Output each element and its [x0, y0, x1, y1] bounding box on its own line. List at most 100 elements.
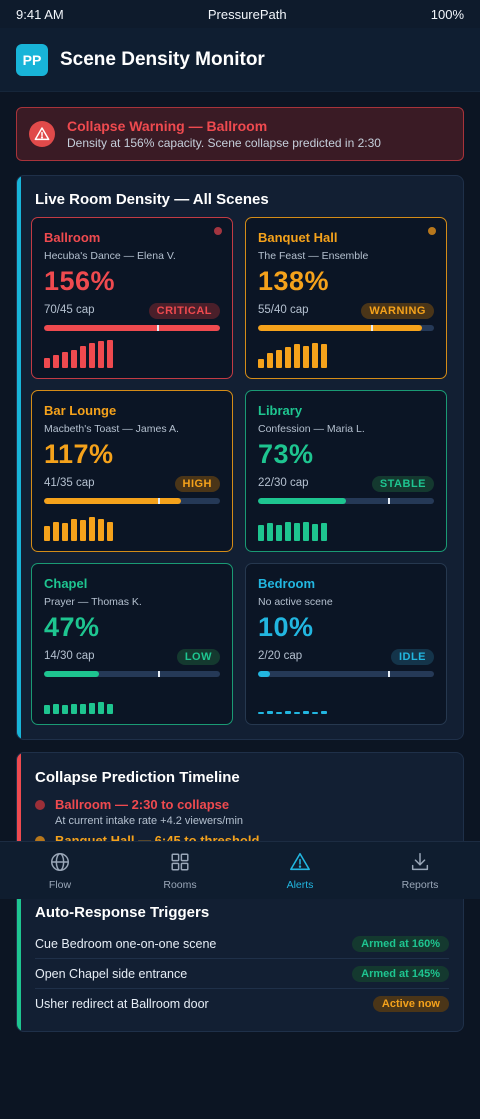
status-badge: LOW: [176, 649, 220, 665]
trigger-row[interactable]: Open Chapel side entrance Armed at 145%: [35, 959, 449, 989]
sparkline-bar: [294, 344, 300, 368]
density-progress-fill: [258, 498, 346, 504]
sparkline-bar: [44, 526, 50, 541]
sparkline-bar: [258, 711, 264, 714]
bottom-tab-bar: Flow Rooms Alerts Reports: [0, 841, 480, 899]
density-progress-bar: [258, 325, 434, 331]
room-card-bedroom[interactable]: Bedroom No active scene 10% 2/20 cap IDLE: [245, 563, 447, 725]
tab-label: Flow: [48, 878, 72, 891]
density-progress-bar: [44, 498, 220, 504]
sparkline-bar: [107, 339, 113, 368]
sparkline-bar: [53, 354, 59, 368]
room-scene: Macbeth's Toast — James A.: [44, 423, 179, 435]
sparkline-bar: [80, 703, 86, 714]
room-card-bar-lounge[interactable]: Bar Lounge Macbeth's Toast — James A. 117%…: [31, 390, 233, 552]
sparkline-bar: [107, 703, 113, 714]
collapse-warning-alert[interactable]: Collapse Warning — Ballroom Density at 1…: [16, 107, 464, 161]
density-sparkline: [44, 682, 113, 714]
room-capacity: 55/40 cap: [258, 304, 309, 316]
download-icon: [411, 852, 429, 870]
sparkline-bar: [53, 521, 59, 541]
room-name: Chapel: [44, 576, 88, 591]
triggers-panel-title: Auto-Response Triggers: [35, 904, 210, 921]
density-progress-bar: [44, 325, 220, 331]
room-card-chapel[interactable]: Chapel Prayer — Thomas K. 47% 14/30 cap LOW: [31, 563, 233, 725]
trigger-label: Cue Bedroom one-on-one scene: [35, 936, 217, 951]
capacity-threshold-marker: [156, 325, 159, 331]
status-app-name: PressurePath: [207, 6, 287, 22]
room-density-percent: 156%: [44, 266, 116, 296]
timeline-dot: [35, 800, 45, 810]
sparkline-bar: [312, 342, 318, 368]
capacity-threshold-marker: [370, 325, 373, 331]
room-capacity: 2/20 cap: [258, 650, 303, 662]
sparkline-bar: [285, 347, 291, 368]
trigger-label: Usher redirect at Ballroom door: [35, 997, 209, 1011]
density-sparkline: [44, 509, 113, 541]
status-badge: STABLE: [371, 476, 434, 492]
alert-title: Collapse Warning — Ballroom: [67, 118, 268, 134]
density-sparkline: [258, 682, 327, 714]
trigger-row[interactable]: Usher redirect at Ballroom door Active n…: [35, 989, 449, 1019]
density-progress-fill: [258, 671, 271, 677]
timeline-title: Ballroom — 2:30 to collapse: [55, 797, 230, 812]
app-header: PP Scene Density Monitor: [0, 28, 480, 92]
status-badge: HIGH: [174, 476, 220, 492]
globe-icon: [51, 852, 69, 871]
tab-alerts[interactable]: Alerts: [240, 842, 360, 899]
sparkline-bar: [98, 341, 104, 368]
status-time: 9:41 AM: [16, 6, 64, 22]
room-name: Banquet Hall: [258, 230, 338, 245]
tab-flow[interactable]: Flow: [0, 842, 120, 899]
density-progress-fill: [44, 498, 182, 504]
density-progress-bar: [258, 498, 434, 504]
room-scene: The Feast — Ensemble: [258, 250, 369, 262]
sparkline-bar: [71, 703, 77, 714]
tab-rooms[interactable]: Rooms: [120, 842, 240, 899]
room-grid: Ballroom Hecuba's Dance — Elena V. 156% 70/…: [31, 217, 449, 725]
app-logo: PP: [16, 43, 48, 76]
sparkline-bar: [98, 518, 104, 541]
capacity-threshold-marker: [388, 671, 391, 677]
room-name: Library: [258, 403, 303, 418]
room-card-ballroom[interactable]: Ballroom Hecuba's Dance — Elena V. 156% 70/…: [31, 217, 233, 379]
capacity-threshold-marker: [388, 498, 391, 504]
room-card-library[interactable]: Library Confession — Maria L. 73% 22/30 cap…: [245, 390, 447, 552]
room-name: Bedroom: [258, 576, 316, 591]
sparkline-bar: [276, 711, 282, 714]
tab-label: Reports: [401, 878, 439, 891]
room-capacity: 41/35 cap: [44, 477, 95, 489]
live-indicator-dot: [428, 227, 436, 235]
tab-reports[interactable]: Reports: [360, 842, 480, 899]
sparkline-bar: [98, 702, 104, 714]
capacity-threshold-marker: [158, 671, 161, 677]
status-badge: CRITICAL: [148, 303, 220, 319]
room-density-percent: 138%: [258, 266, 330, 296]
status-bar: 9:41 AM PressurePath 100%: [0, 0, 480, 28]
live-density-panel: Live Room Density — All Scenes Ballroom H…: [16, 175, 464, 740]
sparkline-bar: [44, 705, 50, 714]
density-sparkline: [44, 336, 113, 368]
sparkline-bar: [285, 711, 291, 714]
sparkline-bar: [258, 524, 264, 541]
sparkline-bar: [267, 711, 273, 714]
tab-label: Alerts: [286, 878, 314, 891]
sparkline-bar: [258, 359, 264, 368]
sparkline-bar: [294, 523, 300, 541]
status-badge: IDLE: [390, 649, 434, 665]
sparkline-bar: [303, 711, 309, 714]
trigger-row[interactable]: Cue Bedroom one-on-one scene Armed at 16…: [35, 929, 449, 959]
timeline-subtitle: At current intake rate +4.2 viewers/min: [55, 815, 243, 827]
status-battery: 100%: [430, 6, 464, 22]
sparkline-bar: [80, 520, 86, 541]
timeline-item-ballroom[interactable]: Ballroom — 2:30 to collapse At current i…: [35, 797, 243, 827]
room-card-banquet-hall[interactable]: Banquet Hall The Feast — Ensemble 138% 55/4…: [245, 217, 447, 379]
sparkline-bar: [62, 523, 68, 541]
sparkline-bar: [276, 524, 282, 541]
room-scene: Prayer — Thomas K.: [44, 596, 142, 608]
alert-triangle-icon: [290, 852, 310, 870]
auto-response-panel: Auto-Response Triggers Cue Bedroom one-o…: [16, 880, 464, 1032]
sparkline-bar: [89, 342, 95, 368]
capacity-threshold-marker: [158, 498, 161, 504]
sparkline-bar: [276, 350, 282, 368]
